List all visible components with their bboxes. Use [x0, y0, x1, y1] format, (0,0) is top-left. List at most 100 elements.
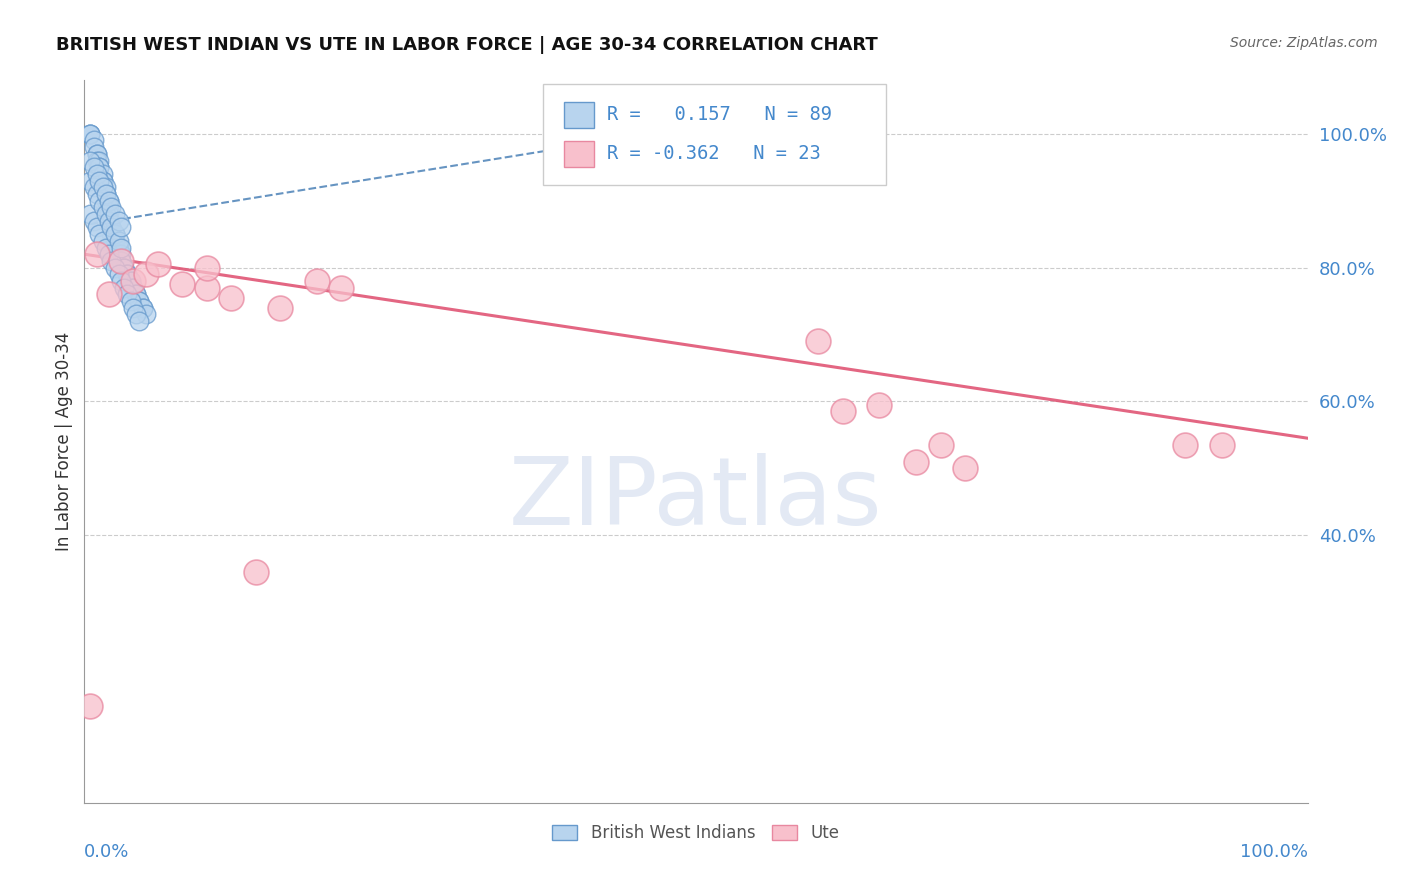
Point — [125, 287, 148, 301]
Point — [96, 187, 118, 202]
FancyBboxPatch shape — [564, 103, 595, 128]
Point — [96, 207, 118, 221]
Point — [100, 220, 122, 235]
Point — [125, 307, 148, 322]
Text: Source: ZipAtlas.com: Source: ZipAtlas.com — [1230, 36, 1378, 50]
Point — [120, 274, 142, 288]
Point — [100, 220, 122, 235]
Point — [122, 274, 145, 288]
Point — [87, 161, 110, 175]
Point — [87, 173, 110, 188]
Point — [79, 153, 101, 168]
Point — [112, 281, 135, 295]
Point — [219, 291, 242, 305]
Point — [97, 214, 120, 228]
Point — [83, 140, 105, 154]
Point — [107, 247, 129, 261]
Point — [112, 260, 135, 275]
Point — [195, 260, 218, 275]
Point — [128, 314, 150, 328]
Point — [115, 268, 138, 282]
Point — [79, 173, 101, 188]
Point — [97, 194, 120, 208]
Text: 0.0%: 0.0% — [84, 843, 129, 861]
Point — [128, 294, 150, 309]
Text: R = -0.362   N = 23: R = -0.362 N = 23 — [606, 145, 821, 163]
Point — [79, 127, 101, 141]
Point — [120, 274, 142, 288]
Point — [110, 254, 132, 268]
Point — [929, 438, 952, 452]
Point — [122, 281, 145, 295]
Point — [104, 234, 127, 248]
Point — [122, 301, 145, 315]
Point — [91, 173, 114, 188]
Point — [245, 565, 267, 579]
Point — [104, 227, 127, 242]
Point — [953, 461, 976, 475]
Point — [1174, 438, 1197, 452]
Point — [91, 201, 114, 215]
Point — [91, 180, 114, 194]
Point — [110, 254, 132, 268]
Y-axis label: In Labor Force | Age 30-34: In Labor Force | Age 30-34 — [55, 332, 73, 551]
Text: 100.0%: 100.0% — [1240, 843, 1308, 861]
Point — [86, 187, 108, 202]
Point — [83, 161, 105, 175]
Point — [110, 254, 132, 268]
Point — [125, 287, 148, 301]
Point — [97, 214, 120, 228]
Point — [122, 281, 145, 295]
Point — [79, 207, 101, 221]
Point — [86, 147, 108, 161]
Point — [97, 287, 120, 301]
Point — [91, 180, 114, 194]
Point — [112, 260, 135, 275]
Point — [107, 241, 129, 255]
Text: BRITISH WEST INDIAN VS UTE IN LABOR FORCE | AGE 30-34 CORRELATION CHART: BRITISH WEST INDIAN VS UTE IN LABOR FORC… — [56, 36, 877, 54]
Point — [97, 247, 120, 261]
Point — [110, 274, 132, 288]
Point — [831, 404, 853, 418]
Point — [807, 334, 830, 349]
Point — [96, 180, 118, 194]
Point — [132, 301, 155, 315]
Point — [86, 220, 108, 235]
Point — [97, 207, 120, 221]
Point — [146, 257, 169, 271]
Point — [120, 294, 142, 309]
Point — [135, 268, 157, 282]
Point — [104, 234, 127, 248]
Point — [87, 161, 110, 175]
Point — [79, 127, 101, 141]
Point — [104, 260, 127, 275]
Point — [128, 294, 150, 309]
Point — [91, 167, 114, 181]
Text: ZIPatlas: ZIPatlas — [509, 453, 883, 545]
Point — [195, 281, 218, 295]
Point — [100, 227, 122, 242]
Point — [91, 234, 114, 248]
Point — [83, 134, 105, 148]
Point — [305, 274, 328, 288]
Point — [86, 153, 108, 168]
Point — [100, 220, 122, 235]
Point — [135, 307, 157, 322]
Point — [107, 234, 129, 248]
Point — [97, 214, 120, 228]
FancyBboxPatch shape — [543, 84, 886, 185]
Point — [87, 194, 110, 208]
Point — [115, 287, 138, 301]
Point — [115, 268, 138, 282]
Point — [86, 167, 108, 181]
Point — [96, 194, 118, 208]
Point — [132, 301, 155, 315]
Point — [110, 241, 132, 255]
Point — [100, 201, 122, 215]
Point — [107, 268, 129, 282]
Point — [87, 153, 110, 168]
Point — [905, 455, 928, 469]
Point — [97, 194, 120, 208]
Legend: British West Indians, Ute: British West Indians, Ute — [546, 817, 846, 848]
Point — [79, 698, 101, 713]
